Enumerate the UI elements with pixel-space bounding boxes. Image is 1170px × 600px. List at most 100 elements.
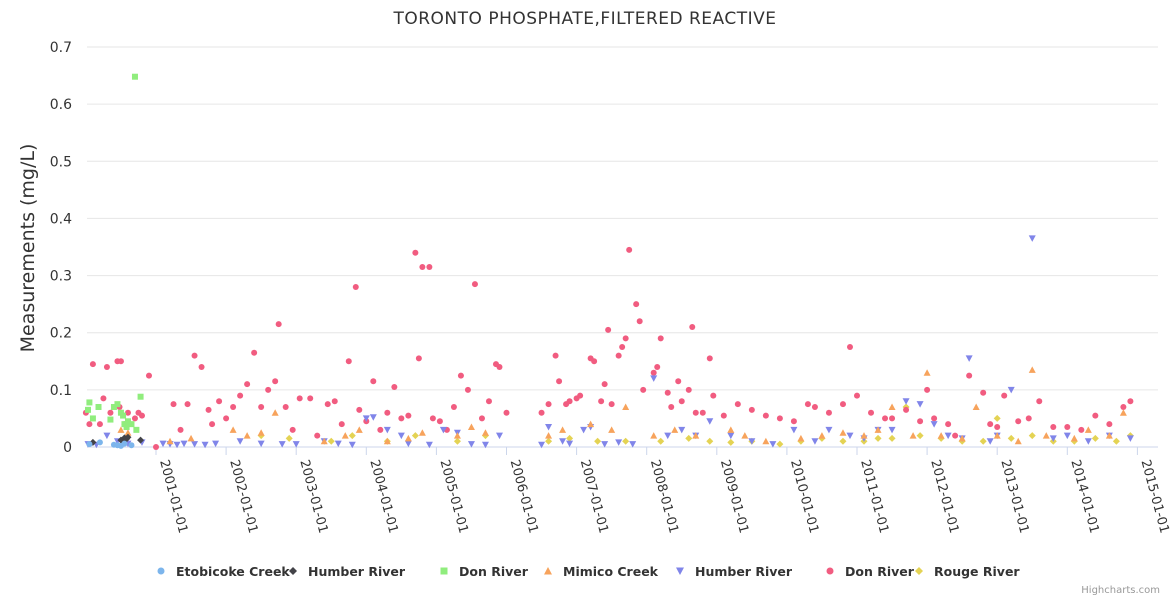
data-point[interactable] xyxy=(699,409,706,416)
data-point[interactable] xyxy=(657,335,664,342)
data-point[interactable] xyxy=(216,398,223,405)
data-point[interactable] xyxy=(133,426,140,433)
data-point[interactable] xyxy=(552,352,559,359)
data-point[interactable] xyxy=(1025,415,1032,422)
data-point[interactable] xyxy=(993,432,1001,439)
data-point[interactable] xyxy=(657,437,665,445)
data-point[interactable] xyxy=(601,441,609,448)
data-point[interactable] xyxy=(1084,426,1092,433)
data-point[interactable] xyxy=(124,429,132,436)
data-point[interactable] xyxy=(1028,235,1036,242)
data-point[interactable] xyxy=(1070,434,1078,442)
data-point[interactable] xyxy=(748,438,756,445)
data-point[interactable] xyxy=(811,438,819,445)
data-point[interactable] xyxy=(237,392,244,399)
data-point[interactable] xyxy=(356,406,363,413)
data-point[interactable] xyxy=(937,432,945,439)
data-point[interactable] xyxy=(467,441,475,448)
data-point[interactable] xyxy=(391,384,398,390)
data-point[interactable] xyxy=(257,429,265,436)
legend-item[interactable]: Etobicoke Creek xyxy=(157,564,291,579)
data-point[interactable] xyxy=(601,381,608,388)
data-point[interactable] xyxy=(369,414,377,421)
data-point[interactable] xyxy=(383,426,391,434)
data-point[interactable] xyxy=(453,437,461,445)
data-point[interactable] xyxy=(917,418,924,425)
data-point[interactable] xyxy=(1106,421,1113,428)
data-point[interactable] xyxy=(334,440,342,448)
data-point[interactable] xyxy=(282,404,289,410)
data-point[interactable] xyxy=(626,246,633,253)
data-point[interactable] xyxy=(177,426,184,433)
data-point[interactable] xyxy=(594,437,602,445)
data-point[interactable] xyxy=(404,440,412,448)
data-point[interactable] xyxy=(1042,432,1050,439)
data-point[interactable] xyxy=(314,432,321,439)
data-point[interactable] xyxy=(811,404,818,410)
data-point[interactable] xyxy=(117,358,124,365)
data-point[interactable] xyxy=(327,437,335,445)
data-point[interactable] xyxy=(159,440,167,448)
data-point[interactable] xyxy=(566,398,573,405)
data-point[interactable] xyxy=(1007,434,1015,442)
data-point[interactable] xyxy=(212,440,220,448)
data-point[interactable] xyxy=(131,73,138,80)
data-point[interactable] xyxy=(994,424,1001,430)
data-point[interactable] xyxy=(275,321,282,328)
legend-item[interactable]: Humber River xyxy=(289,564,406,579)
data-point[interactable] xyxy=(689,324,696,330)
data-point[interactable] xyxy=(1091,434,1099,442)
data-point[interactable] xyxy=(685,434,693,442)
data-point[interactable] xyxy=(650,432,658,439)
legend-item[interactable]: Rouge River xyxy=(915,564,1020,579)
data-point[interactable] xyxy=(145,372,152,379)
data-point[interactable] xyxy=(120,412,127,419)
data-point[interactable] xyxy=(952,432,959,439)
data-point[interactable] xyxy=(538,409,545,416)
data-point[interactable] xyxy=(769,441,777,448)
data-point[interactable] xyxy=(173,441,181,449)
data-point[interactable] xyxy=(559,438,567,445)
data-point[interactable] xyxy=(257,440,265,448)
data-point[interactable] xyxy=(184,401,191,408)
data-point[interactable] xyxy=(481,441,489,449)
data-point[interactable] xyxy=(397,432,405,440)
data-point[interactable] xyxy=(1001,392,1008,399)
data-point[interactable] xyxy=(748,406,755,413)
data-point[interactable] xyxy=(1036,398,1043,405)
data-point[interactable] xyxy=(345,358,352,365)
data-point[interactable] xyxy=(86,421,93,428)
data-point[interactable] xyxy=(86,399,93,406)
data-point[interactable] xyxy=(85,406,92,413)
data-point[interactable] xyxy=(825,409,832,416)
data-point[interactable] xyxy=(629,441,637,448)
data-point[interactable] xyxy=(464,386,471,393)
data-point[interactable] xyxy=(633,301,640,308)
data-point[interactable] xyxy=(566,434,574,442)
data-point[interactable] xyxy=(545,424,553,431)
data-point[interactable] xyxy=(86,441,93,448)
data-point[interactable] xyxy=(741,432,749,439)
data-point[interactable] xyxy=(496,364,503,370)
data-point[interactable] xyxy=(272,378,279,385)
data-point[interactable] xyxy=(654,364,661,370)
data-point[interactable] xyxy=(556,378,563,385)
data-point[interactable] xyxy=(664,432,672,440)
data-point[interactable] xyxy=(1028,432,1036,440)
data-point[interactable] xyxy=(121,440,128,447)
data-point[interactable] xyxy=(762,412,769,419)
data-point[interactable] xyxy=(209,421,216,428)
data-point[interactable] xyxy=(924,386,931,393)
data-point[interactable] xyxy=(1064,424,1071,430)
data-point[interactable] xyxy=(117,426,125,433)
data-point[interactable] xyxy=(478,415,485,422)
data-point[interactable] xyxy=(137,436,145,444)
data-point[interactable] xyxy=(797,434,805,442)
data-point[interactable] xyxy=(636,318,643,325)
data-point[interactable] xyxy=(790,418,797,425)
data-point[interactable] xyxy=(1007,386,1015,394)
data-point[interactable] xyxy=(650,369,657,376)
data-point[interactable] xyxy=(1078,426,1085,433)
data-point[interactable] xyxy=(412,249,419,256)
data-point[interactable] xyxy=(89,415,96,422)
